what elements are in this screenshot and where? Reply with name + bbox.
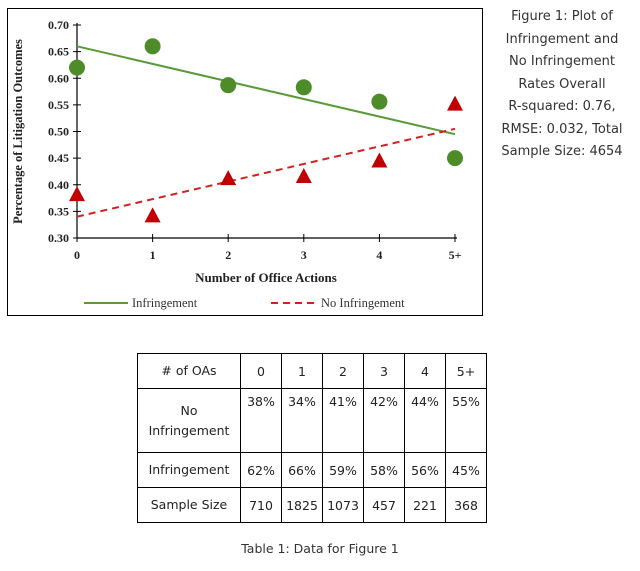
caption-line: R-squared: 0.76, bbox=[508, 99, 616, 114]
infringement-point bbox=[371, 93, 388, 110]
legend: Infringement No Infringement bbox=[84, 296, 405, 310]
table-cell: 59% bbox=[322, 452, 364, 488]
table-cell: 58% bbox=[363, 452, 405, 488]
y-axis-title: Percentage of Litigation Outcomes bbox=[11, 39, 25, 224]
header-label-cell: # of OAs bbox=[137, 353, 241, 389]
table-cell: 38% bbox=[240, 388, 282, 453]
table-row: Sample Size 710 1825 1073 457 221 368 bbox=[137, 487, 487, 523]
caption-line: No Infringement bbox=[509, 54, 615, 69]
no-infringement-trendline bbox=[76, 127, 456, 218]
x-tick-label: 5+ bbox=[449, 248, 462, 262]
y-tick-label: 0.65 bbox=[48, 45, 69, 59]
header-cell: 1 bbox=[281, 353, 323, 389]
row-label-cell: Sample Size bbox=[137, 487, 241, 523]
chart-frame: 0.70 0.65 0.60 0.55 0.50 0.45 0.40 0.35 0.30 0 1 2 3… bbox=[7, 8, 483, 316]
y-tick-label: 0.30 bbox=[48, 231, 69, 245]
caption-line: Rates Overall bbox=[518, 76, 606, 92]
y-tick-label: 0.40 bbox=[48, 178, 69, 192]
trendlines bbox=[76, 45, 456, 218]
caption-line: RMSE: 0.032, Total bbox=[501, 121, 623, 137]
y-tick-label: 0.55 bbox=[48, 98, 69, 112]
table-cell: 368 bbox=[445, 487, 487, 523]
scatter-chart: 0.70 0.65 0.60 0.55 0.50 0.45 0.40 0.35 0.30 0 1 2 3… bbox=[11, 18, 463, 310]
infringement-point bbox=[144, 38, 161, 55]
table-row: Infringement 62% 66% 59% 58% 56% 45% bbox=[137, 452, 487, 488]
table-cell: 44% bbox=[404, 388, 446, 453]
infringement-point bbox=[69, 59, 85, 76]
data-points bbox=[69, 38, 463, 223]
row-label-line: Infringement bbox=[148, 422, 230, 438]
header-cell: 3 bbox=[363, 353, 405, 389]
y-tick-label: 0.70 bbox=[48, 18, 69, 32]
x-tick-label: 4 bbox=[376, 248, 382, 262]
axis-labels: 0.70 0.65 0.60 0.55 0.50 0.45 0.40 0.35 0.30 0 1 2 3… bbox=[11, 18, 462, 285]
table-cell: 41% bbox=[322, 388, 364, 453]
row-label-line: No bbox=[180, 402, 198, 418]
table-cell: 1825 bbox=[281, 487, 323, 523]
table-cell: 34% bbox=[281, 388, 323, 453]
table-caption: Table 1: Data for Figure 1 bbox=[241, 541, 399, 556]
x-axis-title: Number of Office Actions bbox=[195, 270, 337, 285]
no-infringement-point bbox=[447, 95, 463, 111]
row-label-cell: Infringement bbox=[137, 452, 241, 488]
table-row: No Infringement 38% 34% 41% 42% 44% 55% bbox=[137, 388, 487, 453]
x-tick-label: 0 bbox=[74, 248, 80, 262]
infringement-point bbox=[220, 77, 237, 94]
table-header-row: # of OAs 0 1 2 3 4 5+ bbox=[137, 353, 487, 389]
infringement-point bbox=[447, 150, 463, 167]
axes bbox=[73, 23, 457, 242]
infringement-point bbox=[295, 79, 312, 96]
no-infringement-point bbox=[144, 207, 161, 223]
caption-line: Figure 1: Plot of bbox=[511, 9, 613, 24]
table-cell: 55% bbox=[445, 388, 487, 453]
legend-label-no-infringement: No Infringement bbox=[321, 296, 405, 310]
header-cell: 0 bbox=[240, 353, 282, 389]
x-tick-label: 1 bbox=[150, 248, 156, 262]
table-cell: 710 bbox=[240, 487, 282, 523]
data-table: # of OAs 0 1 2 3 4 5+ No Infringement 38… bbox=[137, 353, 487, 523]
row-label-cell: No Infringement bbox=[137, 388, 241, 453]
header-cell: 4 bbox=[404, 353, 446, 389]
table-cell: 56% bbox=[404, 452, 446, 488]
table-cell: 42% bbox=[363, 388, 405, 453]
header-cell: 2 bbox=[322, 353, 364, 389]
y-tick-label: 0.60 bbox=[48, 71, 69, 85]
no-infringement-point bbox=[295, 167, 312, 183]
figure-caption: Figure 1: Plot of Infringement and No In… bbox=[492, 6, 632, 164]
table-cell: 221 bbox=[404, 487, 446, 523]
caption-line: Sample Size: 4654 bbox=[501, 144, 623, 159]
y-tick-label: 0.50 bbox=[48, 125, 69, 139]
header-cell: 5+ bbox=[445, 353, 487, 389]
table-cell: 66% bbox=[281, 452, 323, 488]
caption-line: Infringement and bbox=[505, 31, 619, 47]
x-tick-label: 2 bbox=[225, 248, 231, 262]
legend-label-infringement: Infringement bbox=[132, 296, 198, 310]
y-tick-label: 0.45 bbox=[48, 151, 69, 165]
y-tick-label: 0.35 bbox=[48, 204, 69, 218]
table-cell: 457 bbox=[363, 487, 405, 523]
x-tick-label: 3 bbox=[301, 248, 307, 262]
table-cell: 1073 bbox=[322, 487, 364, 523]
table-cell: 62% bbox=[240, 452, 282, 488]
table-cell: 45% bbox=[445, 452, 487, 488]
infringement-trendline bbox=[76, 45, 456, 136]
no-infringement-point bbox=[69, 186, 85, 202]
no-infringement-point bbox=[371, 152, 388, 168]
no-infringement-point bbox=[220, 170, 237, 186]
